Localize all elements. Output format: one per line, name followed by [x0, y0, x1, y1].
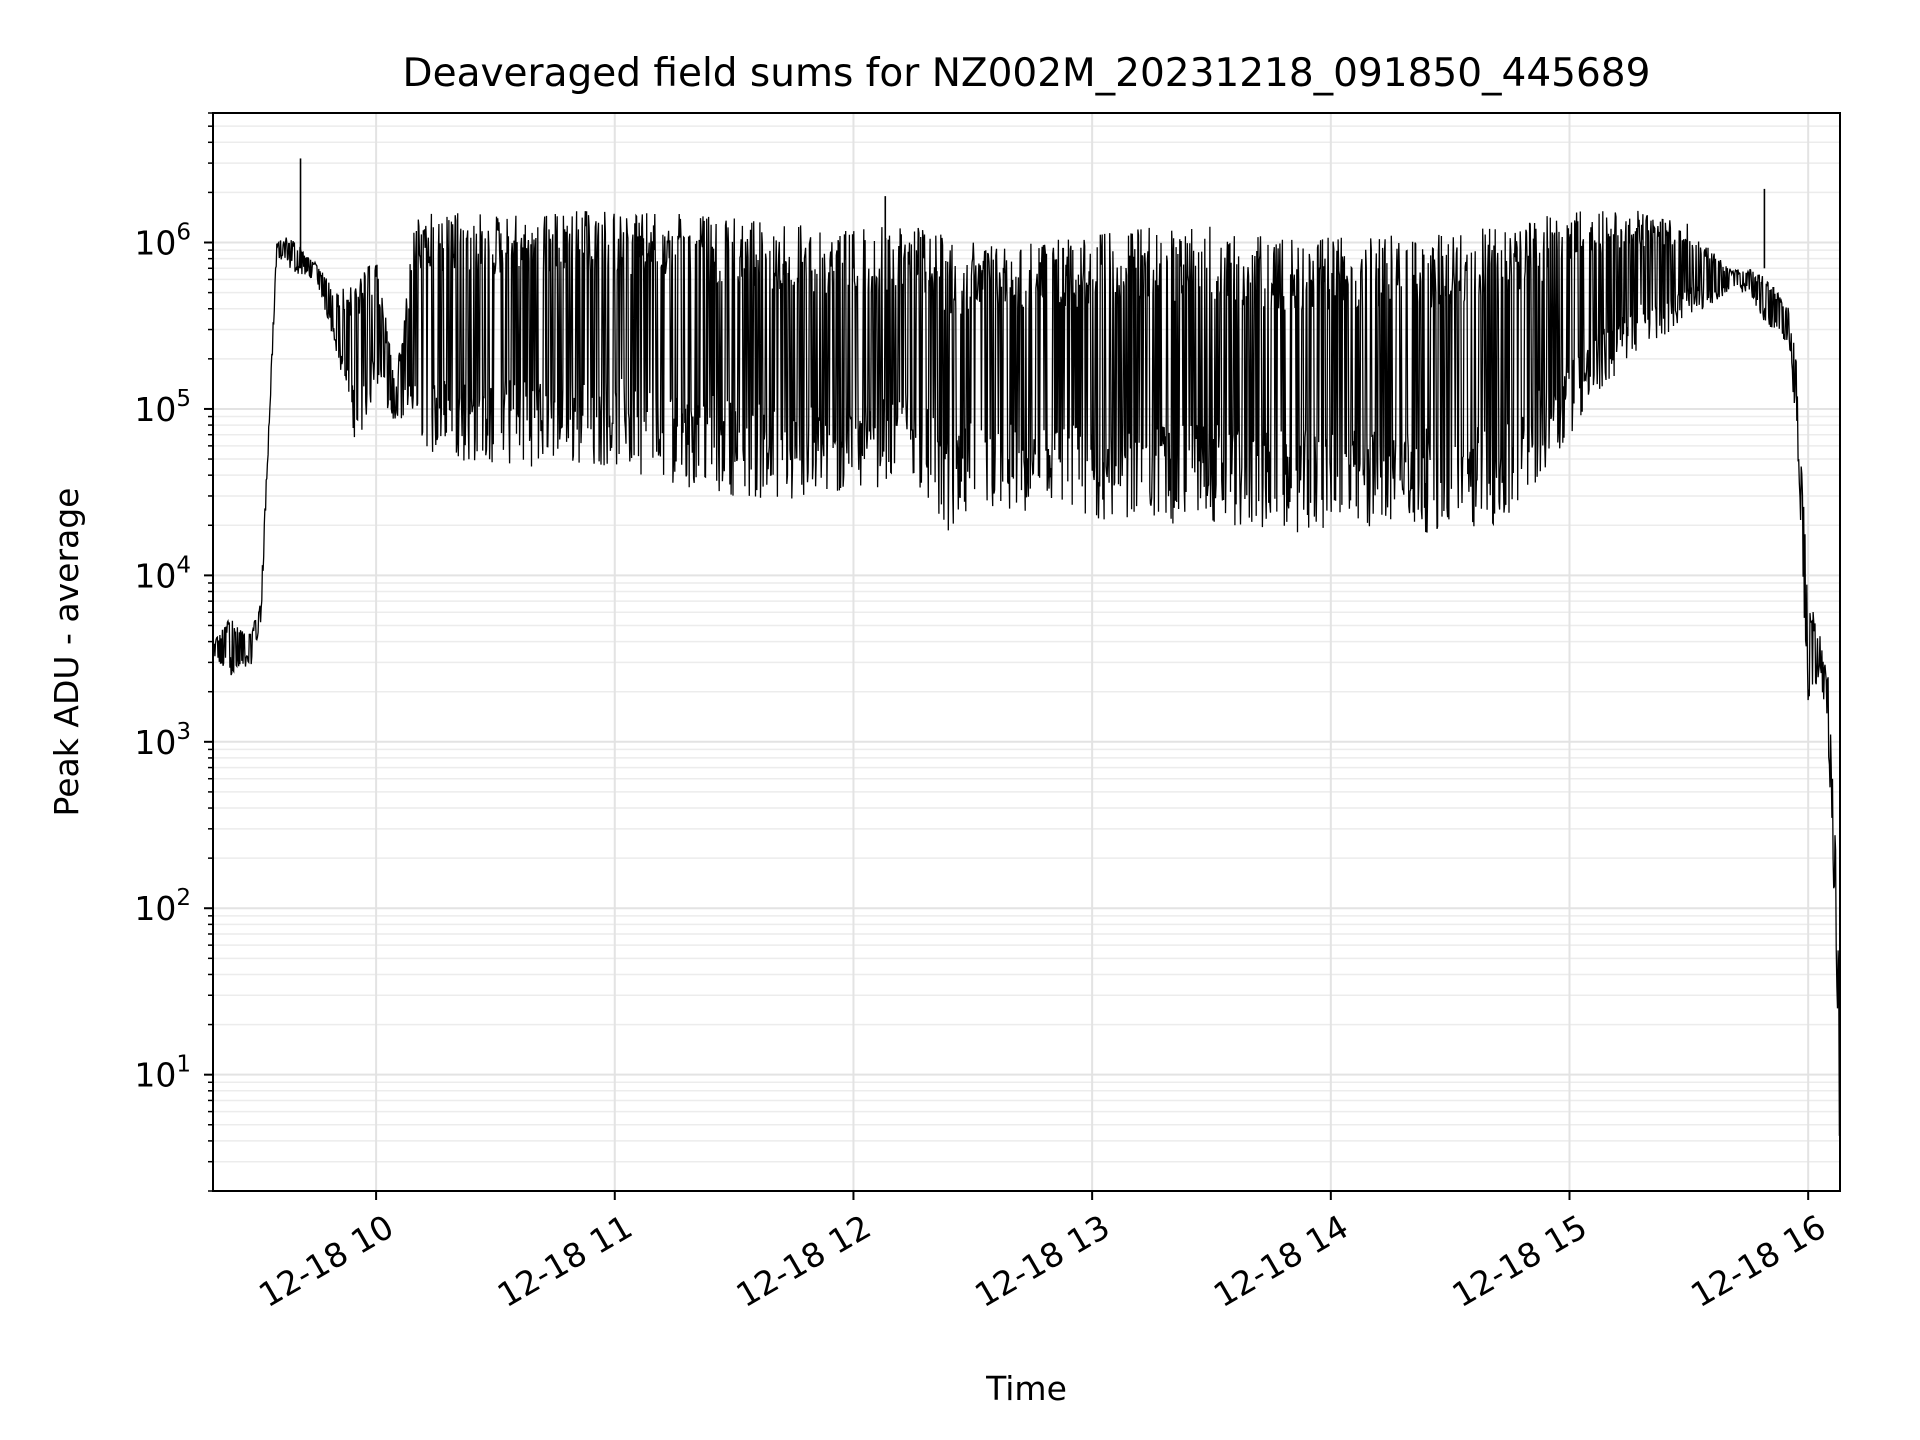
y-tick-label-exponent: 2 [176, 885, 191, 911]
chart-title: Deaveraged field sums for NZ002M_2023121… [403, 51, 1651, 96]
y-tick-label-exponent: 5 [176, 386, 191, 412]
y-tick-label-exponent: 3 [176, 719, 191, 745]
y-tick-label-base: 10 [134, 1056, 176, 1095]
y-tick-label-base: 10 [134, 889, 176, 928]
y-tick-label-base: 10 [134, 390, 176, 429]
y-tick-label: 103 [134, 719, 191, 762]
y-tick-label: 101 [134, 1052, 191, 1095]
x-axis-label: Time [985, 1369, 1067, 1408]
axes-frame [212, 112, 1841, 1192]
y-tick-label-base: 10 [134, 723, 176, 762]
y-tick-label-base: 10 [134, 224, 176, 263]
series-line [212, 210, 1841, 1136]
y-tick-label: 102 [134, 885, 191, 928]
y-tick-label: 106 [134, 220, 191, 263]
y-tick-label: 104 [134, 552, 191, 595]
data-series-line [212, 158, 1841, 1136]
y-tick-label-base: 10 [134, 556, 176, 595]
y-tick-label-exponent: 1 [176, 1052, 191, 1078]
y-tick-label: 105 [134, 386, 191, 429]
y-tick-label-exponent: 6 [176, 220, 191, 246]
y-axis-label: Peak ADU - average [47, 488, 86, 817]
y-tick-label-exponent: 4 [176, 552, 191, 578]
